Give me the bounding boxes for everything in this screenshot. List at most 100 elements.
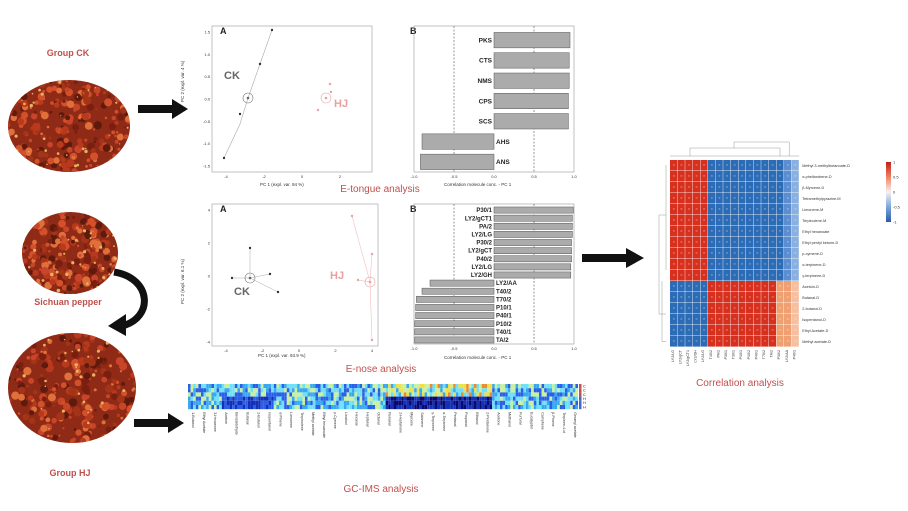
fingerprint-cell [203,400,207,405]
heatmap-cell [776,204,784,215]
fingerprint-cell [268,396,272,401]
fingerprint-cell [562,388,565,393]
fingerprint-cell [188,396,191,401]
fingerprint-cell [424,396,428,401]
cell-value: ** [741,253,743,256]
fingerprint-cell [250,400,253,405]
fingerprint-cell [294,405,298,410]
fingerprint-cell [318,384,321,389]
heatmap-col-label: LY2/AA [785,349,789,362]
cell-value: ** [703,220,705,223]
heatmap-cell [738,292,746,303]
heatmap-cell [700,325,708,336]
fingerprint-cell [453,384,456,389]
fingerprint-cell [442,392,446,397]
fingerprint-cell [260,396,264,401]
color-scale-label: -0.5 [893,205,901,210]
cell-value: ** [779,187,781,190]
cell-value: ** [787,264,789,267]
heatmap-cell [723,215,731,226]
heatmap-cell [746,171,754,182]
fingerprint-cell [390,388,394,393]
heatmap-cell [730,171,738,182]
cell-value: ** [756,198,758,201]
heatmap-cell [784,182,792,193]
fingerprint-cell [227,384,230,389]
fingerprint-cell [380,405,383,410]
bar-category-label: LY2/GH [471,273,492,279]
fingerprint-cell [216,392,220,397]
fingerprint-cell [281,405,285,410]
fingerprint-cell [427,392,430,397]
cell-value: ** [772,330,774,333]
cell-value: ** [749,176,751,179]
fingerprint-cell [411,388,415,393]
fingerprint-cell [539,388,542,393]
enose-pca-panel: A 4 2 0 -2 -4 -4 -2 0 2 4 CK HJ PC 1 (expl. var. … [180,200,382,362]
fingerprint-cell [242,400,246,405]
heatmap-cell [746,259,754,270]
fingerprint-cell [227,388,230,393]
bar-category-label: LY2/gCT [468,249,492,255]
fingerprint-cell [188,384,191,389]
heatmap-row-label: Butanal-D [802,296,819,300]
cell-value: ** [726,286,728,289]
heatmap-cell [738,336,746,347]
fingerprint-cell [331,384,334,389]
fingerprint-cell [232,405,235,410]
heatmap-row-label: 2-butanol-D [802,307,822,311]
fingerprint-cell [286,400,290,405]
correlation-heatmap-panel: ** ** ** ** ** ** ** ** ** ** ** ** ** ** ** ** ** ** ** **… [656,136,904,374]
fingerprint-cell [242,392,246,397]
fingerprint-cell [292,400,295,405]
compound-label: α-Pinene [278,412,282,426]
cell-value: ** [726,165,728,168]
cell-value: ** [673,176,675,179]
fingerprint-cell [240,405,243,410]
heatmap-cell [753,270,761,281]
legend-swatch [579,392,582,397]
fingerprint-cell [258,388,261,393]
fingerprint-cell [494,396,498,401]
fingerprint-cell [523,392,526,397]
fingerprint-cell [307,384,311,389]
fingerprint-cell [494,400,498,405]
fingerprint-cell [528,384,532,389]
fingerprint-cell [289,396,292,401]
fingerprint-cell [523,405,526,410]
x-tick-label: 0 [298,348,301,353]
fingerprint-cell [565,396,568,401]
fingerprint-cell [565,384,568,389]
fingerprint-cell [513,384,516,389]
heatmap-cell [715,270,723,281]
cell-value: ** [794,231,796,234]
fingerprint-cell [318,405,321,410]
fingerprint-cell [385,400,389,405]
fingerprint-cell [422,388,425,393]
heatmap-cell [753,182,761,193]
fingerprint-cell [346,392,350,397]
cell-value: ** [756,319,758,322]
cell-value: ** [764,308,766,311]
fingerprint-cell [372,384,376,389]
fingerprint-cell [380,392,383,397]
fingerprint-cell [403,388,407,393]
cell-value: ** [764,341,766,344]
fingerprint-cell [206,384,209,389]
bar [415,312,495,319]
heatmap-cell [761,248,769,259]
cell-value: ** [703,187,705,190]
cell-value: ** [680,198,682,201]
fingerprint-cell [466,392,469,397]
cell-value: ** [680,330,682,333]
fingerprint-cell [234,388,238,393]
cell-value: ** [787,165,789,168]
cell-value: ** [756,253,758,256]
fingerprint-cell [380,384,383,389]
fingerprint-cell [328,388,331,393]
fingerprint-cell [422,405,425,410]
bar [421,133,495,150]
cell-value: ** [726,231,728,234]
fingerprint-cell [536,392,539,397]
fingerprint-cell [570,405,573,410]
